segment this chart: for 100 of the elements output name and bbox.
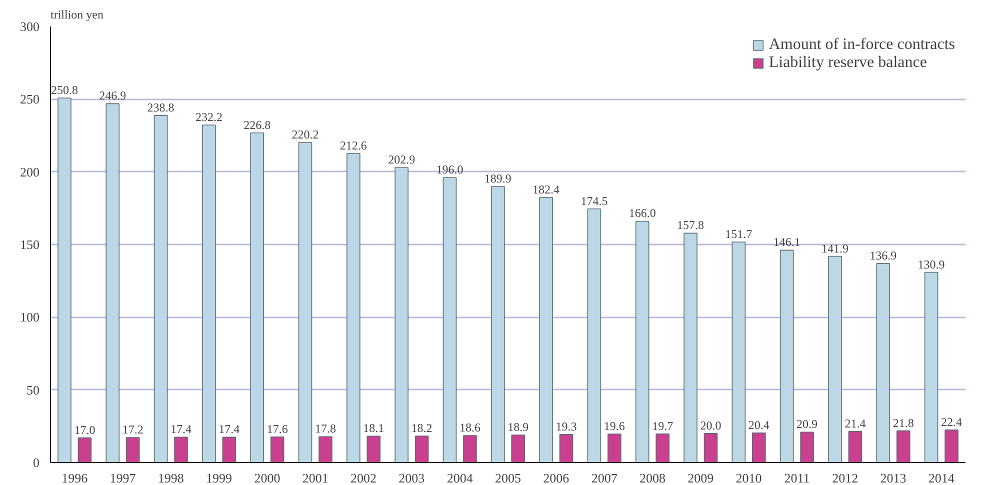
x-tick-label: 2010	[736, 470, 762, 485]
data-label: 130.9	[918, 257, 945, 272]
bar	[318, 436, 332, 462]
bar	[346, 153, 360, 462]
data-label: 151.7	[725, 227, 752, 242]
data-label: 189.9	[484, 172, 512, 186]
data-label: 141.9	[821, 241, 848, 256]
data-label: 19.7	[652, 418, 674, 433]
y-tick-label: 0	[33, 455, 40, 470]
data-label: 174.5	[580, 194, 608, 208]
data-label: 17.0	[74, 422, 96, 437]
bar	[752, 432, 766, 462]
x-tick-label: 2012	[832, 470, 858, 485]
data-label: 18.1	[363, 421, 384, 436]
data-label: 19.6	[604, 419, 625, 434]
x-tick-label: 2003	[398, 470, 425, 485]
data-label: 18.6	[459, 420, 480, 434]
data-label: 17.4	[170, 422, 192, 436]
bar	[896, 430, 910, 462]
x-tick-label: 1997	[110, 470, 136, 485]
data-label: 21.8	[892, 416, 914, 430]
data-label: 202.9	[388, 152, 416, 167]
bar	[944, 430, 958, 462]
bar	[106, 103, 120, 462]
x-tick-label: 1998	[158, 470, 184, 485]
data-label: 21.4	[844, 416, 866, 430]
x-tick-label: 2006	[543, 470, 570, 485]
x-tick-label: 2001	[302, 470, 328, 485]
bar	[126, 437, 140, 462]
bar	[635, 220, 650, 462]
bar	[800, 432, 814, 462]
bar	[366, 436, 381, 462]
bar	[490, 186, 505, 462]
y-tick-label: 50	[26, 382, 40, 398]
y-tick-label: 250	[20, 92, 40, 107]
data-label: 212.6	[340, 138, 367, 153]
data-label: 166.0	[628, 206, 656, 220]
x-tick-label: 2009	[688, 470, 714, 485]
bar	[848, 431, 862, 462]
data-label: 246.9	[99, 88, 126, 103]
bar	[202, 124, 216, 462]
bar	[684, 232, 698, 462]
y-tick-label: 300	[20, 19, 40, 34]
data-label: 226.8	[244, 118, 271, 132]
bar	[924, 272, 938, 462]
x-tick-label: 2007	[591, 470, 618, 485]
bar	[58, 98, 72, 462]
x-tick-label: 2000	[254, 470, 280, 485]
x-tick-label: 2008	[639, 470, 666, 485]
data-label: 220.2	[292, 127, 319, 142]
data-label: 17.8	[314, 422, 336, 436]
bar	[732, 242, 746, 462]
data-label: 19.3	[556, 419, 577, 434]
data-label: 18.9	[508, 420, 529, 434]
data-label: 20.0	[700, 418, 722, 432]
bar	[780, 250, 794, 462]
x-tick-label: 2005	[495, 470, 521, 485]
data-label: 18.2	[411, 421, 432, 436]
data-label: 157.8	[677, 218, 704, 232]
y-tick-label: 200	[20, 164, 40, 180]
bar	[174, 436, 188, 462]
bar	[394, 167, 408, 462]
data-label: 17.2	[122, 422, 144, 437]
bar	[414, 436, 429, 462]
bar	[876, 263, 890, 462]
x-tick-label: 2004	[446, 470, 474, 485]
bar	[222, 436, 236, 462]
y-axis-title: trillion yen	[50, 8, 104, 22]
bar	[608, 434, 622, 462]
bar	[250, 132, 264, 462]
bar	[463, 435, 477, 462]
bar	[442, 177, 457, 462]
data-label: 17.6	[266, 422, 288, 436]
x-tick-label: 2013	[880, 470, 906, 485]
data-label: 20.9	[796, 417, 818, 432]
y-tick-label: 150	[20, 237, 40, 252]
bar	[539, 197, 553, 462]
bar	[587, 208, 602, 462]
data-label: 238.8	[147, 100, 174, 114]
bar	[511, 434, 526, 462]
legend-label: Amount of in-force contracts	[768, 36, 955, 54]
x-tick-label: 1999	[206, 470, 232, 485]
data-label: 182.4	[532, 182, 560, 196]
bar	[559, 434, 574, 462]
bar	[78, 437, 92, 462]
bar	[828, 256, 842, 462]
legend-label: Liability reserve balance	[768, 54, 927, 72]
bar	[298, 142, 312, 462]
data-label: 22.4	[941, 414, 962, 429]
data-label: 146.1	[773, 235, 800, 250]
y-tick-label: 100	[20, 310, 40, 325]
x-tick-label: 1996	[62, 470, 88, 485]
bar	[270, 436, 284, 462]
data-label: 232.2	[195, 110, 222, 124]
data-label: 20.4	[748, 418, 770, 432]
bar	[656, 433, 670, 462]
data-label: 136.9	[870, 248, 897, 263]
bar	[154, 115, 168, 462]
x-tick-label: 2011	[784, 470, 810, 485]
bar	[704, 433, 718, 462]
